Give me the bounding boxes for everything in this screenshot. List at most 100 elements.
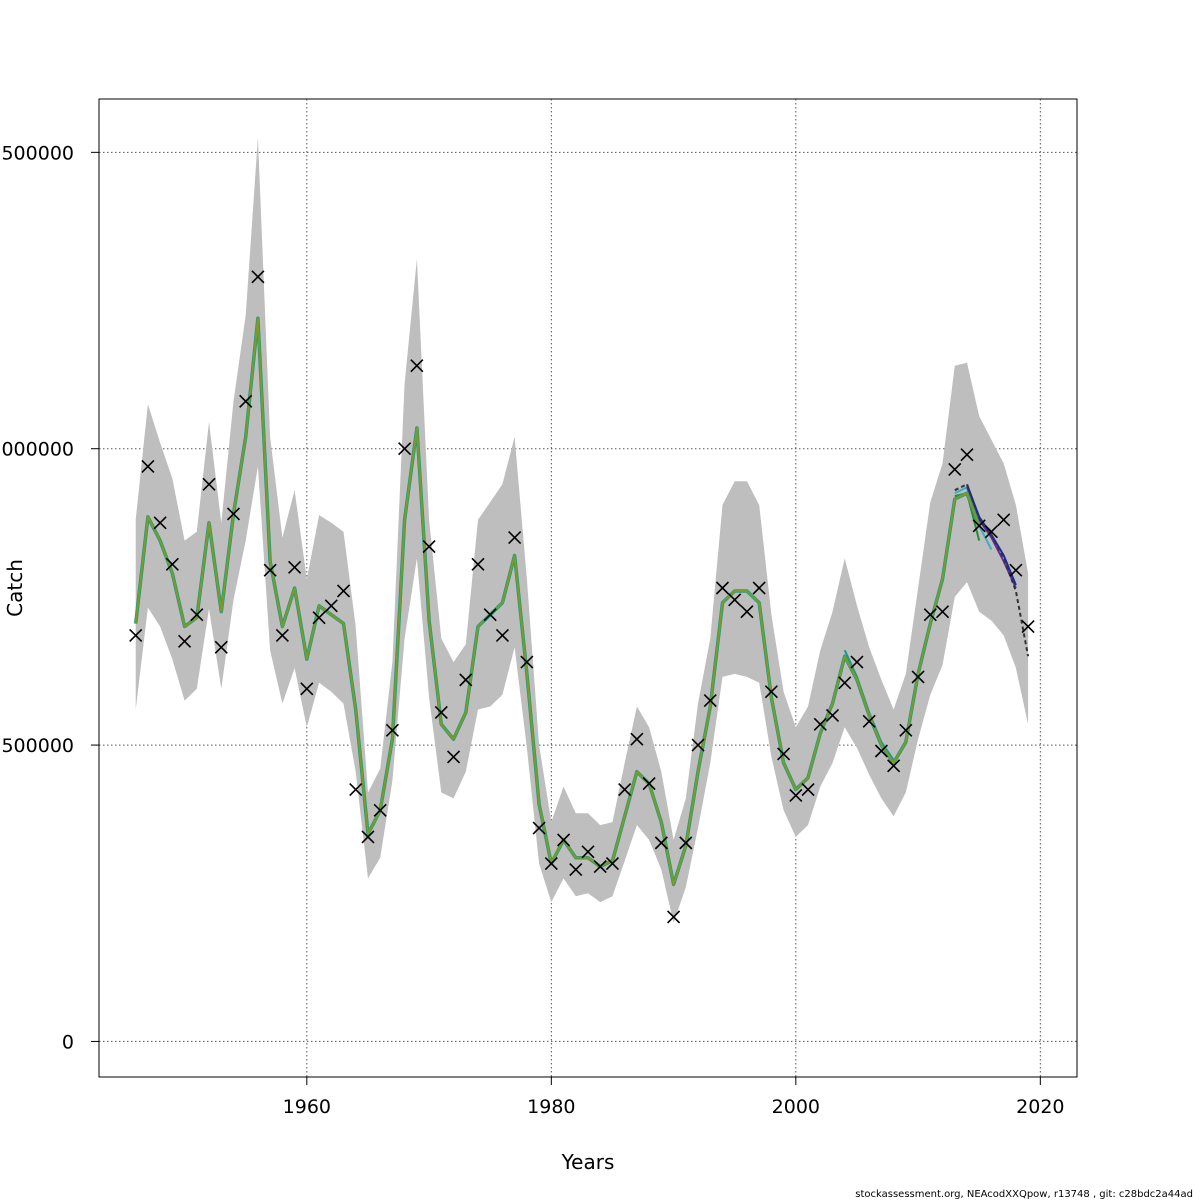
observed-point [593, 860, 607, 874]
observed-point-stroke-b [605, 857, 620, 871]
observed-point [336, 584, 351, 598]
x-tick-label-2: 2000 [772, 1096, 820, 1118]
observed-point-stroke-b [752, 581, 766, 595]
y-tick-label-3: 1500000 [0, 142, 74, 164]
observed-point-stroke-b [422, 539, 436, 554]
observed-point [740, 605, 754, 619]
observed-point [263, 563, 277, 577]
observed-point [141, 459, 155, 474]
observed-point-stroke-b [997, 513, 1011, 527]
observed-point [752, 581, 766, 595]
y-tick-label-2: 1000000 [0, 439, 74, 461]
observed-point-stroke-b [520, 655, 534, 669]
observed-point-stroke-b [691, 738, 705, 752]
observed-point [948, 462, 962, 477]
observed-point-stroke-b [251, 270, 265, 284]
observed-point-stroke-b [459, 673, 473, 687]
observed-point [202, 477, 216, 491]
observed-point [838, 676, 852, 690]
observed-point-stroke-b [300, 682, 314, 696]
observed-point-stroke-b [373, 803, 387, 817]
observed-point-stroke-b [349, 782, 363, 797]
observed-point [410, 359, 424, 373]
y-tick-label-0: 0 [62, 1031, 74, 1053]
observed-point-stroke-b [948, 462, 962, 477]
observed-point [495, 628, 509, 642]
observed-point-stroke-b [654, 836, 668, 850]
observed-point-stroke-b [630, 732, 644, 746]
observed-point-stroke-b [165, 557, 179, 571]
observed-point-stroke-b [777, 747, 791, 761]
series-lines [133, 316, 1030, 887]
observed-point [251, 270, 265, 284]
observed-point [239, 394, 253, 408]
observed-point [569, 862, 583, 877]
y-tick-label-1: 500000 [1, 735, 74, 757]
observed-point-stroke-b [899, 723, 913, 737]
observed-point [214, 640, 228, 654]
observed-point [165, 557, 179, 571]
observed-point-stroke-b [972, 519, 986, 533]
observed-point-stroke-b [471, 557, 485, 571]
estimate-line [134, 317, 981, 886]
observed-point [178, 634, 192, 648]
observed-point-stroke-b [508, 531, 522, 545]
observed-point [459, 673, 473, 687]
observed-point [789, 788, 803, 803]
x-tick-label-3: 2020 [1016, 1096, 1064, 1118]
observed-point-stroke-b [984, 525, 998, 539]
observed-point [288, 560, 302, 574]
footer-credit: stockassessment.org, NEAcodXXQpow, r1374… [855, 1189, 1193, 1200]
observed-point [813, 717, 827, 731]
plot-frame [98, 98, 1078, 1078]
observed-point-stroke-b [813, 717, 827, 731]
observed-point [801, 782, 815, 797]
observed-point-stroke-b [703, 694, 717, 708]
observed-point [654, 836, 668, 850]
observed-point-stroke-b [862, 714, 876, 728]
observed-point [398, 442, 412, 456]
observed-point-stroke-b [935, 605, 950, 619]
observed-point-stroke-b [667, 910, 681, 924]
observed-points [129, 270, 1035, 924]
observed-point-stroke-b [275, 628, 289, 642]
observed-point [997, 513, 1011, 527]
observed-point-stroke-b [263, 563, 277, 577]
x-axis-label: Years [561, 1150, 615, 1174]
y-axis-label: Catch [3, 559, 27, 617]
observed-point [385, 723, 399, 737]
observed-point-stroke-b [887, 759, 901, 773]
observed-point [446, 750, 461, 764]
axes: 1960 1980 2000 2020 0 500000 1000000 1500000 [0, 142, 1065, 1118]
observed-point [667, 910, 681, 924]
observed-point-stroke-b [202, 477, 216, 491]
observed-point-stroke-b [1009, 563, 1023, 577]
observed-point [691, 738, 705, 752]
observed-point [434, 705, 448, 720]
observed-point-stroke-b [740, 605, 754, 619]
observed-point [703, 694, 717, 708]
observed-point [874, 744, 888, 758]
observed-point-stroke-b [532, 821, 546, 835]
observed-point-stroke-b [178, 634, 192, 648]
observed-point [349, 782, 363, 797]
observed-point [153, 516, 167, 530]
observed-point-stroke-b [923, 608, 937, 622]
observed-point-stroke-b [129, 628, 143, 642]
observed-point-stroke-b [801, 782, 815, 797]
observed-point [520, 655, 534, 669]
observed-point-stroke-b [825, 708, 840, 723]
observed-point [129, 628, 143, 642]
observed-point-stroke-b [361, 830, 375, 844]
observed-point-stroke-b [324, 599, 338, 613]
observed-point [618, 782, 632, 797]
observed-point [275, 628, 289, 642]
observed-point-stroke-b [410, 359, 424, 373]
observed-point-stroke-b [190, 608, 204, 622]
observed-point-stroke-b [556, 833, 571, 847]
observed-point-stroke-b [288, 560, 302, 574]
observed-point-stroke-b [398, 442, 412, 456]
observed-point [630, 732, 644, 746]
observed-point-stroke-b [911, 670, 925, 684]
